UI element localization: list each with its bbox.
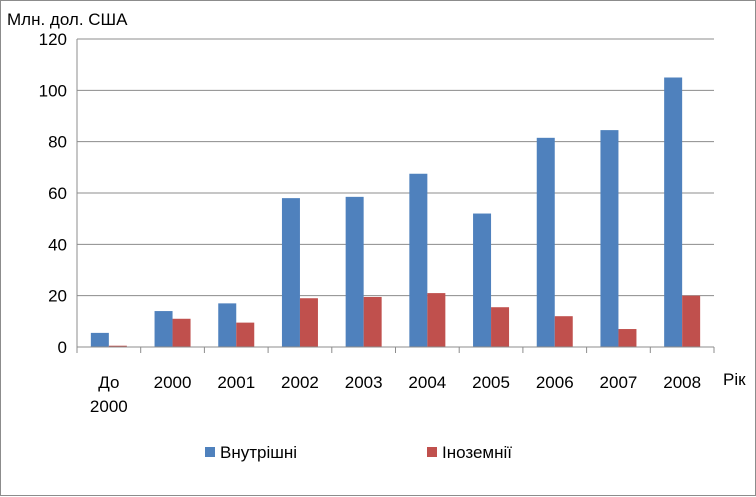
bar-foreign — [236, 322, 255, 347]
bar-internal — [664, 77, 683, 347]
bar-foreign — [299, 298, 318, 347]
x-axis-tick-labels: До 2000 2000 2001 2002 2003 2004 2005 2006 2007 20… — [90, 373, 701, 416]
x-tick-label: До 2000 — [90, 373, 128, 416]
bars — [90, 77, 701, 347]
bar-internal — [218, 303, 237, 347]
y-tick-label: 120 — [39, 30, 67, 49]
bar-internal — [281, 198, 300, 347]
bar-foreign — [618, 329, 637, 347]
axes — [76, 39, 715, 353]
x-tick-label: 2005 — [472, 373, 510, 392]
legend-label: Внутрішні — [220, 443, 297, 462]
x-tick-label: 2002 — [281, 373, 319, 392]
y-tick-label: 20 — [48, 287, 67, 306]
x-tick-label: 2007 — [600, 373, 638, 392]
x-tick-label: 2003 — [345, 373, 383, 392]
bar-foreign — [172, 318, 191, 347]
legend-swatch — [427, 447, 437, 457]
y-axis-label: Млн. дол. США — [7, 10, 128, 29]
bar-internal — [409, 173, 428, 347]
bar-internal — [90, 332, 109, 347]
bar-foreign — [427, 293, 446, 347]
y-tick-label: 100 — [39, 81, 67, 100]
bar-internal — [345, 196, 364, 347]
bar-internal — [473, 213, 492, 347]
x-tick-label: 2006 — [536, 373, 574, 392]
y-tick-label: 80 — [48, 133, 67, 152]
bar-foreign — [363, 296, 382, 347]
x-tick-label: 2004 — [408, 373, 446, 392]
bar-internal — [154, 311, 173, 347]
legend: Внутрішні Іноземнії — [205, 443, 512, 462]
bar-internal — [600, 130, 619, 347]
x-axis-label: Рік — [723, 370, 746, 389]
y-axis-tick-labels: 0 20 40 60 80 100 120 — [39, 30, 67, 357]
bar-foreign — [554, 316, 573, 347]
bar-foreign — [108, 345, 127, 347]
y-tick-label: 60 — [48, 184, 67, 203]
y-tick-label: 0 — [58, 338, 67, 357]
x-tick-label: 2008 — [663, 373, 701, 392]
y-tick-label: 40 — [48, 235, 67, 254]
bar-internal — [536, 137, 555, 347]
x-tick-label: 2000 — [154, 373, 192, 392]
legend-swatch — [205, 447, 215, 457]
bar-foreign — [491, 307, 510, 347]
bar-foreign — [682, 295, 701, 347]
x-tick-label: 2001 — [217, 373, 255, 392]
legend-label: Іноземнії — [442, 443, 512, 462]
